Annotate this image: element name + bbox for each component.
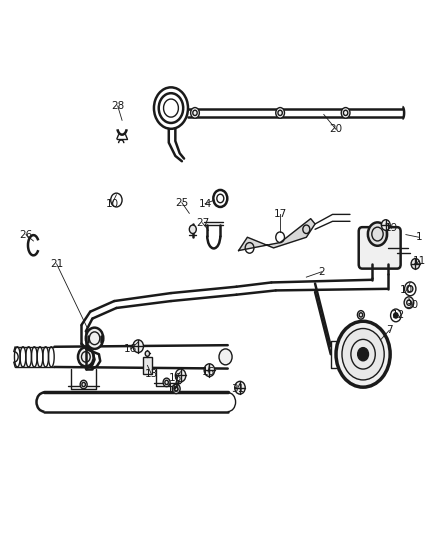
Text: 16: 16	[124, 344, 138, 354]
Circle shape	[381, 220, 390, 230]
Circle shape	[189, 225, 196, 233]
Text: 11: 11	[412, 256, 426, 266]
Text: 28: 28	[111, 101, 124, 111]
Circle shape	[394, 313, 398, 318]
Text: 1: 1	[416, 232, 422, 243]
Circle shape	[213, 190, 227, 207]
Circle shape	[172, 384, 180, 393]
Circle shape	[235, 381, 245, 394]
Circle shape	[368, 222, 387, 246]
Circle shape	[145, 351, 150, 357]
Text: 14: 14	[198, 199, 212, 209]
Circle shape	[336, 321, 390, 387]
Polygon shape	[239, 219, 315, 251]
Bar	[143, 357, 152, 374]
Circle shape	[78, 348, 94, 367]
Circle shape	[175, 369, 186, 382]
Circle shape	[219, 349, 232, 365]
Circle shape	[411, 259, 420, 269]
Text: 30: 30	[406, 300, 419, 310]
Text: 27: 27	[196, 218, 209, 228]
Circle shape	[80, 380, 87, 389]
Circle shape	[191, 108, 199, 118]
Text: 26: 26	[19, 230, 33, 240]
Circle shape	[86, 328, 103, 349]
Circle shape	[133, 340, 144, 353]
Text: 2: 2	[318, 267, 325, 277]
Circle shape	[204, 364, 215, 376]
Text: 20: 20	[329, 124, 343, 134]
Circle shape	[276, 108, 285, 118]
Text: 21: 21	[50, 259, 63, 269]
Circle shape	[358, 348, 368, 361]
Text: 16: 16	[169, 373, 182, 383]
Text: 7: 7	[386, 325, 392, 335]
Text: 12: 12	[392, 310, 405, 320]
Circle shape	[341, 108, 350, 118]
FancyBboxPatch shape	[359, 227, 401, 269]
Text: 13: 13	[145, 369, 158, 379]
Circle shape	[357, 311, 364, 319]
Text: 19: 19	[385, 223, 398, 233]
Text: 16: 16	[201, 367, 215, 377]
Circle shape	[404, 297, 414, 309]
Text: 10: 10	[106, 199, 119, 209]
Circle shape	[163, 378, 170, 386]
Text: 17: 17	[273, 209, 287, 220]
Circle shape	[342, 328, 384, 380]
Text: 10: 10	[400, 286, 413, 295]
Text: 18: 18	[166, 384, 180, 394]
Text: 31: 31	[231, 384, 244, 394]
Text: 25: 25	[175, 198, 188, 208]
